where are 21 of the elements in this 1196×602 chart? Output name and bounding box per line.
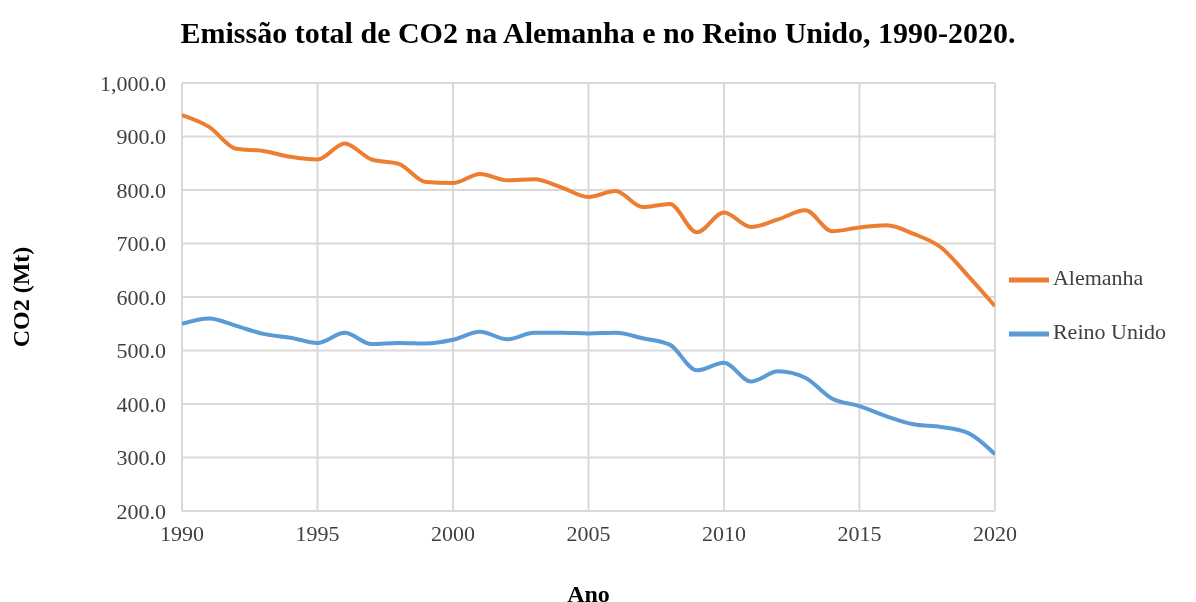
y-tick-label: 300.0 [116,445,166,471]
x-tick-label: 2000 [430,520,475,546]
y-tick-label: 900.0 [116,124,166,150]
y-axis-title: CO2 (Mt) [7,246,34,348]
x-tick-label: 2015 [837,520,882,546]
legend-label: Alemanha [1052,265,1144,290]
line-series [182,316,995,457]
y-tick-label: 500.0 [116,338,166,364]
y-tick-label: 400.0 [116,391,166,417]
x-tick-label: 1995 [295,520,340,546]
x-axis-title: Ano [567,581,610,602]
y-tick-label: 700.0 [116,231,166,257]
y-tick-label: 600.0 [116,284,166,310]
x-tick-label: 2005 [566,520,611,546]
x-tick-label: 2010 [701,520,746,546]
line-series [182,113,995,309]
legend-label: Reino Unido [1052,319,1166,344]
y-tick-label: 1,000.0 [100,70,166,96]
chart-title: Emissão total de CO2 na Alemanha e no Reino Unido, 1990-2020. [179,16,1017,50]
y-tick-label: 800.0 [116,177,166,203]
x-tick-label: 2020 [972,520,1017,546]
